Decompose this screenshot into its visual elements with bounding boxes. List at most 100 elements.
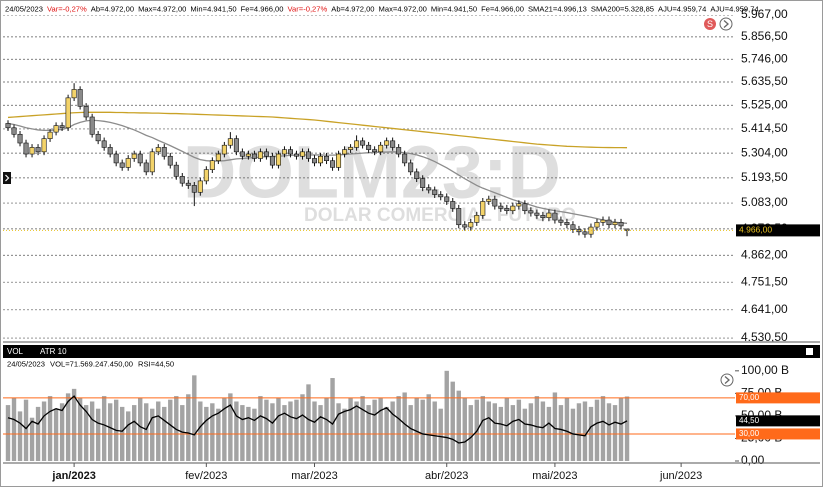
header-item: Ab=4.972,00 (91, 5, 134, 14)
y-tick-label: 4.751,50 (741, 274, 788, 288)
volume-bar (366, 405, 371, 461)
y-tick-label: 100,00 B (741, 363, 789, 377)
volume-header: 24/05/2023 VOL=71.569.247.450,00 RSI=44,50 (7, 360, 174, 369)
volume-bar (11, 397, 17, 461)
volume-bar (426, 394, 431, 461)
candle-body (119, 162, 125, 168)
volume-bar (462, 397, 467, 461)
candle-body (137, 153, 143, 164)
volume-bar (540, 401, 546, 461)
candle-body (167, 155, 173, 166)
candle-body (251, 153, 257, 159)
volume-bar (77, 397, 83, 461)
volume-bar (330, 378, 335, 461)
header-item: Fe=4.966,00 (241, 5, 284, 14)
candle-body (540, 215, 546, 219)
volume-bar (282, 405, 287, 461)
candle-body (312, 158, 318, 164)
x-tick-label: fev/2023 (185, 470, 227, 482)
volume-bar (516, 399, 522, 461)
volume-bar (468, 405, 473, 461)
rsi-level-label: 70,00 (739, 393, 760, 402)
candle-body (348, 147, 354, 150)
candle-body (5, 123, 11, 129)
volume-bar (342, 408, 347, 461)
volume-bar (89, 401, 95, 461)
header-item: SMA200=5.328,85 (591, 5, 654, 14)
indicator-tab[interactable]: ATR 10 (40, 347, 67, 356)
next-icon[interactable] (719, 17, 733, 31)
candle-body (257, 151, 263, 159)
candle-body (372, 149, 378, 153)
volume-bar (53, 408, 59, 461)
candle-body (606, 219, 612, 226)
s-icon[interactable]: S (704, 18, 716, 30)
left-marker[interactable] (3, 172, 11, 184)
volume-bar (606, 403, 612, 461)
candle-body (155, 147, 161, 153)
volume-bar (17, 411, 23, 461)
candle-body (498, 205, 504, 209)
candle-body (384, 140, 390, 146)
candle-body (179, 176, 185, 184)
volume-bar (300, 394, 305, 461)
candle-body (101, 140, 107, 148)
volume-bar (318, 405, 323, 461)
candle-body (318, 155, 324, 164)
volume-bar (132, 405, 137, 461)
candle-body (378, 144, 384, 153)
volume-bar (552, 392, 558, 461)
candle-body (360, 140, 366, 146)
candle-body (522, 203, 528, 212)
moving-average-line (7, 111, 628, 149)
volume-bar (624, 396, 630, 461)
volume-bar (222, 397, 227, 461)
volume-bar (600, 396, 606, 461)
volume-bar (414, 397, 419, 461)
volume-bar (558, 405, 564, 461)
volume-bar (312, 401, 317, 461)
candle-body (197, 180, 203, 193)
volume-bar (23, 399, 29, 461)
volume-bar (29, 417, 35, 461)
candle-body (324, 155, 330, 161)
y-tick-label: 5.746,00 (741, 51, 788, 65)
candle-body (11, 127, 17, 135)
header-item: AJU=4.959,74 (710, 5, 758, 14)
volume-bar (456, 390, 461, 461)
restore-button[interactable] (806, 348, 813, 355)
volume-bar (348, 397, 353, 461)
volume-bar (186, 394, 191, 461)
volume-bar (528, 403, 534, 461)
header-item: 24/05/2023 (5, 5, 43, 14)
x-tick-label: mar/2023 (291, 470, 337, 482)
header-bg (3, 3, 735, 15)
volume-bar (270, 403, 275, 461)
candle-body (191, 185, 197, 193)
candle-body (330, 160, 336, 168)
candle-body (450, 201, 456, 209)
y-tick-label: 4.862,00 (741, 247, 788, 261)
volume-bar (438, 408, 443, 461)
candle-body (173, 164, 179, 177)
candle-body (203, 169, 209, 182)
volume-bar (198, 401, 203, 461)
header-item: Var=-0,27% (47, 5, 87, 14)
volume-bar (174, 396, 179, 461)
volume-bar (420, 399, 425, 461)
next-icon[interactable] (720, 373, 734, 387)
volume-bar (276, 397, 281, 461)
rsi-level-box (736, 428, 820, 440)
x-tick-label: jun/2023 (659, 470, 702, 482)
volume-bar (234, 401, 239, 461)
volume-bar (396, 396, 401, 461)
candle-body (462, 224, 468, 228)
volume-bar (402, 392, 407, 461)
indicator-tab[interactable]: VOL (7, 347, 24, 356)
header-item: Min=4.941,50 (431, 5, 477, 14)
candle-body (269, 155, 275, 166)
header-item: AJU=4.959,74 (658, 5, 706, 14)
candle-body (444, 196, 450, 202)
candle-body (486, 198, 492, 202)
candle-body (161, 147, 167, 157)
